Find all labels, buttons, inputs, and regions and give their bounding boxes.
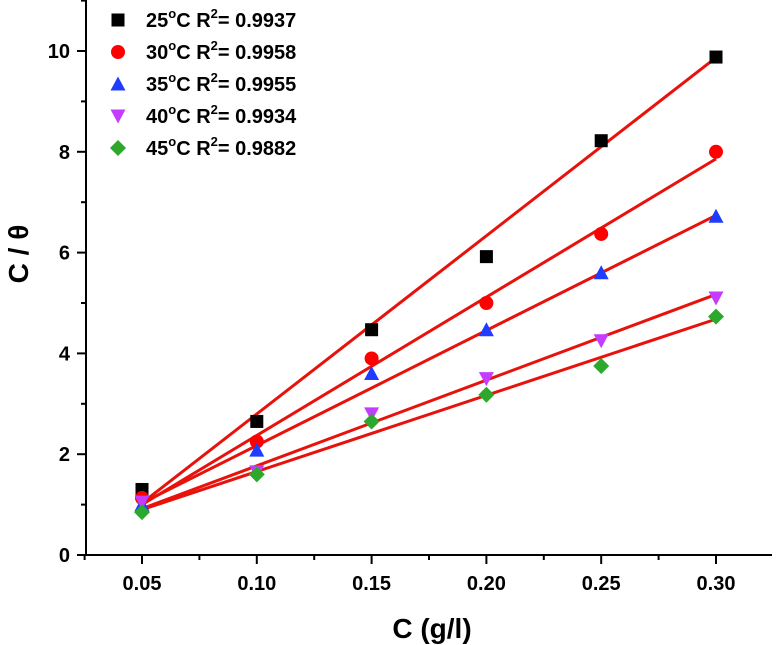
data-point-35C <box>478 322 494 337</box>
data-point-35C <box>708 208 724 223</box>
legend-superscript: 2 <box>211 38 218 53</box>
data-point-35C <box>364 366 380 381</box>
legend-marker-45C <box>110 140 126 156</box>
legend-text-part: C R <box>176 138 211 160</box>
data-point-30C <box>709 144 723 159</box>
legend-superscript: o <box>168 134 176 149</box>
x-tick-label: 0.25 <box>582 573 621 595</box>
fit-line-30 <box>141 157 717 506</box>
legend-text-part: = 0.9937 <box>218 10 296 32</box>
data-point-45C <box>363 413 380 430</box>
axes: 0.05 0.10 0.15 0.20 0.25 0.30 0 2 4 6 8 10 <box>48 0 772 595</box>
legend-text-part: 40 <box>146 106 168 128</box>
legend-text-part: = 0.9955 <box>218 74 296 96</box>
legend-text-part: C R <box>176 106 211 128</box>
data-point-40C <box>593 334 609 349</box>
legend-label-25C: 25oC R2= 0.9937 <box>146 6 296 32</box>
legend-marker-30C <box>111 45 125 59</box>
data-point-30C <box>594 226 609 241</box>
data-point-45C <box>593 358 610 374</box>
data-point-35C <box>593 265 609 280</box>
data-point-25C <box>479 250 493 264</box>
data-point-45C <box>248 466 265 483</box>
y-tick-label: 2 <box>59 444 70 466</box>
x-axis-title: C (g/l) <box>392 613 471 644</box>
legend-text-part: = 0.9882 <box>218 138 296 160</box>
fit-line-35 <box>141 213 717 505</box>
fit-lines <box>141 56 717 512</box>
legend-label-30C: 30oC R2= 0.9958 <box>146 38 296 64</box>
data-point-30C <box>249 434 264 449</box>
legend-superscript: 2 <box>211 70 218 85</box>
legend-label-40C: 40oC R2= 0.9934 <box>146 102 297 128</box>
legend-text-part: 30 <box>146 42 168 64</box>
data-markers <box>134 50 724 521</box>
data-point-30C <box>364 351 379 366</box>
x-tick-label: 0.30 <box>697 573 736 595</box>
fit-line-45 <box>141 317 717 512</box>
legend-text-part: C R <box>176 74 211 96</box>
y-tick-label: 10 <box>48 41 70 63</box>
legend-superscript: o <box>168 70 176 85</box>
x-tick-label: 0.15 <box>352 573 391 595</box>
legend-label-45C: 45oC R2= 0.9882 <box>146 134 296 160</box>
y-tick-label: 6 <box>59 243 70 265</box>
data-point-45C <box>478 386 495 403</box>
data-point-25C <box>709 50 723 64</box>
legend-text-part: 35 <box>146 74 168 96</box>
legend-superscript: 2 <box>211 6 218 21</box>
legend-text-part: = 0.9958 <box>218 42 296 64</box>
data-point-25C <box>365 323 379 337</box>
fit-line-40 <box>141 293 717 511</box>
data-point-40C <box>478 372 494 387</box>
data-point-40C <box>708 291 724 306</box>
legend-text-part: 25 <box>146 10 168 32</box>
data-point-45C <box>134 504 150 521</box>
data-point-40C <box>134 495 150 510</box>
y-tick-label: 4 <box>59 343 71 365</box>
y-tick-label: 0 <box>59 545 70 567</box>
legend-marker-25C <box>111 13 125 27</box>
legend-superscript: 2 <box>211 134 218 149</box>
legend-text-part: C R <box>176 10 211 32</box>
data-point-30C <box>479 296 494 310</box>
x-tick-label: 0.20 <box>467 573 506 595</box>
x-tick-label: 0.05 <box>123 573 162 595</box>
data-point-45C <box>708 308 724 325</box>
legend-text-part: 45 <box>146 138 168 160</box>
data-point-25C <box>250 414 264 428</box>
data-point-25C <box>594 134 608 148</box>
legend-text-part: C R <box>176 42 211 64</box>
fit-line-25 <box>141 56 717 505</box>
legend-superscript: o <box>168 38 176 53</box>
legend-superscript: 2 <box>211 102 218 117</box>
y-axis-title: C / θ <box>3 225 34 284</box>
legend-marker-40C <box>110 109 126 124</box>
data-point-35C <box>249 442 265 457</box>
x-tick-label: 0.10 <box>237 573 276 595</box>
legend-superscript: o <box>168 102 176 117</box>
legend-superscript: o <box>168 6 176 21</box>
legend-label-35C: 35oC R2= 0.9955 <box>146 70 296 96</box>
legend-marker-35C <box>110 76 126 91</box>
y-tick-label: 8 <box>59 142 70 164</box>
legend-text-part: = 0.9934 <box>218 106 297 128</box>
